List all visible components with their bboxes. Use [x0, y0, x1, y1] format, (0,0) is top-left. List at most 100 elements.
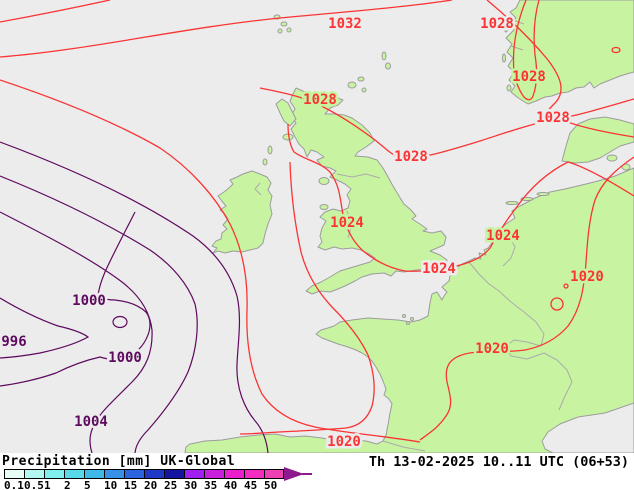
isobar-top-corner — [0, 0, 111, 23]
legend-tick-label: 50 — [264, 479, 278, 490]
legend-tick-label: 1 — [44, 479, 51, 490]
isobar-value-label: 1024 — [330, 215, 364, 231]
legend-tick-label: 0.5 — [24, 479, 44, 490]
island-shetland-1 — [381, 51, 387, 61]
land-denmark — [561, 116, 634, 164]
legend-tick-label: 40 — [224, 479, 238, 490]
island-channel-1 — [402, 314, 406, 318]
isobar-value-label: 1028 — [394, 149, 428, 165]
isobar-value-label: 1028 — [303, 92, 337, 108]
isobars-high-pressure — [0, 0, 634, 443]
legend-color-step — [144, 469, 164, 479]
isobar-1004 — [0, 211, 153, 453]
isobar-value-label: 1020 — [327, 434, 361, 450]
isobar-value-label: 1000 — [72, 293, 106, 309]
island-anglesey — [319, 204, 329, 210]
isobar-low-center — [112, 315, 128, 329]
legend-title: Precipitation [mm] UK-Global — [2, 454, 236, 469]
isobar-1020-germany — [419, 156, 634, 441]
isobar-1020-west — [239, 161, 375, 435]
island-frisian-1 — [505, 201, 519, 205]
pressure-precipitation-map: 1032 1028 1028 1028 1028 1028 1024 1024 1024 1020… — [0, 0, 634, 453]
legend-color-step — [264, 469, 284, 479]
isobar-tiny-loop-germany — [563, 283, 569, 289]
isobar-small-loop-germany — [550, 297, 564, 311]
color-scale-arrow — [284, 467, 304, 481]
isobar-1016 — [0, 79, 421, 443]
legend-color-step — [44, 469, 64, 479]
isobar-value-label: 1024 — [486, 228, 520, 244]
legend-color-step — [24, 469, 44, 479]
island-lewis — [275, 98, 297, 127]
legend-color-step — [84, 469, 104, 479]
isobar-small-loop-norway — [611, 46, 621, 54]
legend-tick-label: 10 — [104, 479, 118, 490]
isobar-1028-norway-loop — [512, 0, 540, 101]
isobar-value-label: 1020 — [570, 269, 604, 285]
land-continent — [184, 167, 634, 453]
isobars-low-pressure — [0, 141, 269, 453]
island-channel-2 — [410, 317, 414, 321]
legend-color-step — [124, 469, 144, 479]
isobar-labels: 1032 1028 1028 1028 1028 1028 1024 1024 1024 1020… — [0, 14, 606, 453]
island-isle-of-man — [318, 177, 330, 185]
isobar-1024 — [287, 123, 634, 272]
island-orkney-1 — [347, 81, 357, 89]
isobar-value-label: 1024 — [422, 261, 456, 277]
land-norway — [505, 0, 634, 105]
island-shetland-2 — [385, 62, 391, 70]
isobar-1028-scotland — [259, 87, 634, 159]
isobar-value-label: 996 — [1, 334, 26, 350]
isobar-value-label: 1020 — [475, 341, 509, 357]
isobar-value-label: 1028 — [512, 69, 546, 85]
isobar-996 — [0, 297, 90, 359]
isobar-value-label: 1032 — [328, 16, 362, 32]
sea-mediterranean — [541, 402, 634, 453]
island-danish-1 — [606, 154, 618, 162]
legend-tick-label: 35 — [204, 479, 218, 490]
island-frisian-3 — [536, 192, 550, 196]
legend-tick-label: 30 — [184, 479, 198, 490]
color-scale-tick-labels: 0.1 0.5 1 2 5 10 15 20 25 30 35 40 45 50 — [4, 479, 324, 490]
isobar-value-label: 1028 — [536, 110, 570, 126]
legend-color-step — [184, 469, 204, 479]
island-orkney-2 — [357, 76, 365, 82]
country-borders — [254, 19, 573, 452]
isobar-1008 — [0, 175, 198, 453]
isobar-value-label: 1004 — [74, 414, 108, 430]
legend-color-step — [204, 469, 224, 479]
island-hebrides-2 — [262, 158, 268, 166]
island-faroe-3 — [277, 28, 283, 34]
legend-color-step — [244, 469, 264, 479]
legend-tick-label: 15 — [124, 479, 138, 490]
legend-bar: Precipitation [mm] UK-Global Th 13-02-20… — [0, 453, 634, 490]
precipitation-color-scale — [4, 469, 284, 479]
island-norway-skerry-1 — [504, 23, 508, 33]
isobar-1012 — [0, 141, 269, 453]
island-faroe-2 — [280, 21, 288, 27]
forecast-datetime: Th 13-02-2025 10..11 UTC (06+53) — [368, 454, 629, 470]
legend-tick-label: 25 — [164, 479, 178, 490]
island-faroe-4 — [286, 27, 292, 33]
isobar-value-label: 1028 — [480, 16, 514, 32]
legend-color-step — [4, 469, 24, 479]
legend-tick-label: 0.1 — [4, 479, 24, 490]
map-canvas: 1032 1028 1028 1028 1028 1028 1024 1024 1024 1020… — [0, 0, 634, 453]
isobar-value-label: 1000 — [108, 350, 142, 366]
landmasses — [184, 0, 634, 453]
legend-tick-label: 5 — [84, 479, 91, 490]
legend-color-step — [224, 469, 244, 479]
legend-tick-label: 2 — [64, 479, 71, 490]
island-channel-3 — [406, 321, 410, 325]
land-great-britain — [289, 87, 448, 295]
island-norway-skerry-3 — [506, 84, 512, 92]
legend-color-step — [164, 469, 184, 479]
island-norway-skerry-2 — [502, 53, 506, 63]
island-orkney-3 — [361, 87, 367, 93]
legend-tick-label: 45 — [244, 479, 258, 490]
isobar-1032 — [0, 0, 453, 58]
isobar-1028-northeast — [486, 0, 634, 138]
legend-tick-label: 20 — [144, 479, 158, 490]
legend-color-step — [64, 469, 84, 479]
